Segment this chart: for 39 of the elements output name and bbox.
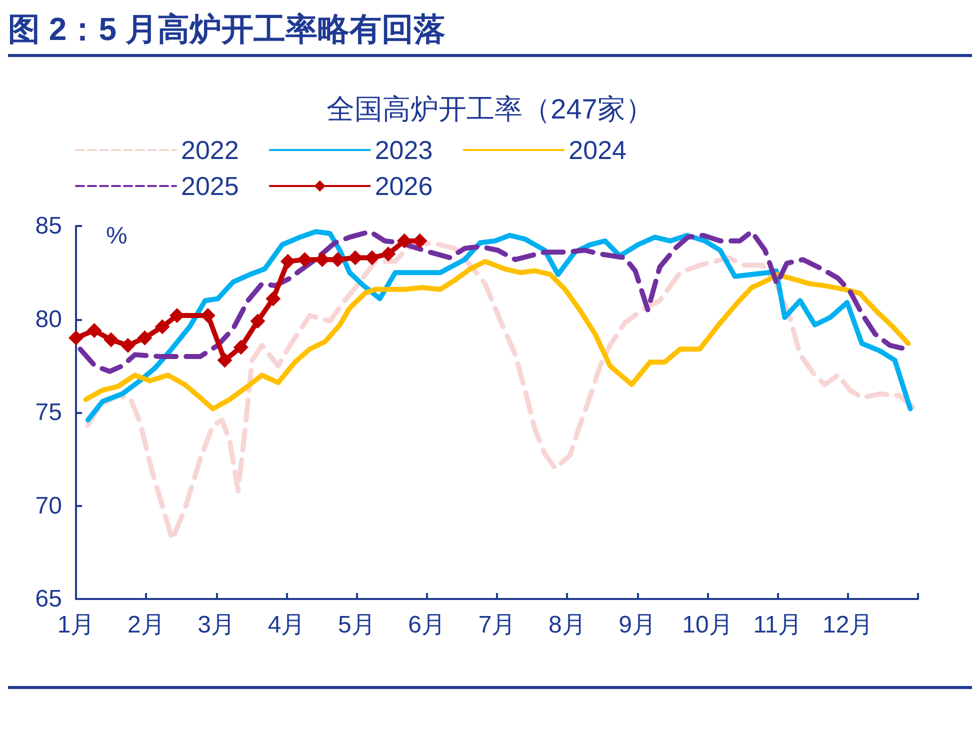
point: [396, 233, 412, 248]
y-tick-label: 80: [35, 306, 62, 333]
y-tick-label: 70: [35, 492, 62, 520]
chart-title: 图 2：5 月高炉开工率略有回落: [8, 4, 972, 57]
x-tick-label: 9月: [618, 612, 656, 638]
y-tick-label: 75: [35, 399, 62, 426]
point: [250, 314, 266, 329]
y-tick-label: 85: [35, 212, 62, 240]
x-tick-label: 1月: [57, 612, 95, 638]
legend-label: 2022: [181, 135, 239, 165]
legend-label: 2023: [374, 135, 433, 165]
point: [217, 352, 232, 368]
x-tick-label: 5月: [338, 612, 376, 638]
legend-label: 2024: [568, 135, 627, 165]
x-tick-label: 4月: [268, 612, 306, 638]
point: [380, 246, 396, 262]
x-tick-label: 11月: [753, 612, 802, 638]
point: [280, 254, 296, 269]
chart-subtitle: 全国高炉开工率（247家）: [326, 94, 654, 124]
point: [137, 330, 152, 346]
x-tick-label: 10月: [682, 612, 733, 638]
y-tick-label: 65: [35, 586, 62, 612]
legend-label: 2025: [181, 171, 239, 201]
point: [266, 291, 281, 306]
point: [364, 250, 380, 266]
x-tick-label: 8月: [548, 612, 586, 638]
point: [120, 338, 136, 353]
x-tick-label: 3月: [198, 612, 236, 638]
x-tick-label: 6月: [408, 612, 446, 638]
x-tick-label: 7月: [478, 612, 516, 638]
point: [86, 322, 102, 338]
x-tick-label: 12月: [822, 612, 874, 638]
point: [154, 319, 170, 334]
point: [104, 332, 119, 348]
x-tick-label: 2月: [127, 612, 165, 638]
legend-label: 2026: [374, 171, 433, 201]
point: [68, 330, 84, 346]
point: [233, 340, 248, 355]
y-axis-title: %: [106, 222, 128, 250]
